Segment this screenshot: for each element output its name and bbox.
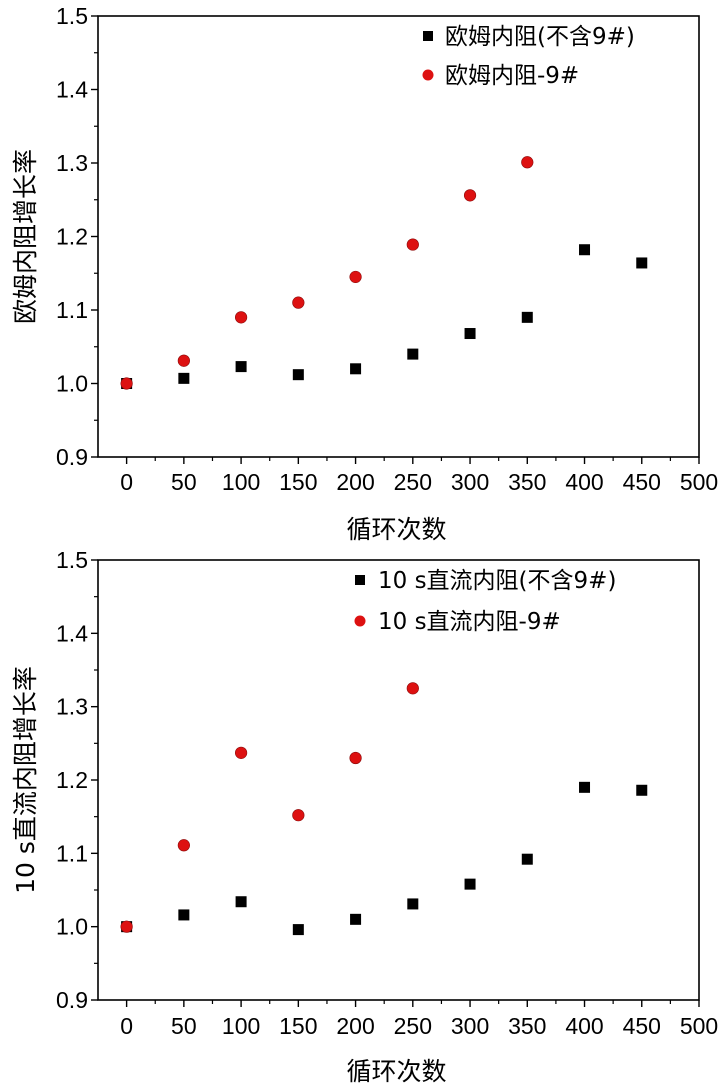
data-point-square xyxy=(636,784,648,796)
data-point-square xyxy=(407,898,419,910)
x-tick-label: 400 xyxy=(565,1013,603,1039)
data-point-circle xyxy=(521,156,534,169)
x-tick-label: 100 xyxy=(222,1013,260,1039)
x-tick-label: 450 xyxy=(623,469,661,495)
data-point-circle xyxy=(406,238,419,251)
data-point-circle xyxy=(292,809,305,822)
legend: 欧姆内阻(不含9#) 欧姆内阻-9# xyxy=(422,24,635,89)
x-tick-label: 250 xyxy=(394,469,432,495)
y-tick-label: 0.9 xyxy=(56,987,88,1013)
data-point-square xyxy=(579,244,591,256)
legend-label: 10 s直流内阻(不含9#) xyxy=(378,568,616,594)
x-tick-label: 50 xyxy=(171,1013,197,1039)
x-tick-label: 50 xyxy=(171,469,197,495)
y-tick-label: 1.0 xyxy=(56,914,88,940)
data-point-square xyxy=(636,257,648,269)
data-point-square xyxy=(464,878,476,890)
data-point-square xyxy=(178,909,190,921)
data-point-circle xyxy=(177,839,190,852)
data-point-square xyxy=(407,348,419,360)
chart-panel-2: 0 50 100 150 200 250 300 350 400 450 500 0.9 1.0 1.1 1… xyxy=(11,547,718,1086)
x-tick-label: 250 xyxy=(394,1013,432,1039)
x-tick-label: 300 xyxy=(451,1013,489,1039)
x-tick-label: 0 xyxy=(120,1013,133,1039)
data-point-circle xyxy=(292,296,305,309)
series-2 xyxy=(120,156,534,390)
y-tick-label: 1.5 xyxy=(56,547,88,573)
y-tick-label: 1.3 xyxy=(56,150,88,176)
y-axis-title: 欧姆内阻增长率 xyxy=(11,149,40,324)
series-1 xyxy=(121,781,648,936)
x-tick-label: 500 xyxy=(680,1013,718,1039)
data-point-square xyxy=(464,328,476,340)
series-1 xyxy=(121,244,648,389)
x-tick-label: 450 xyxy=(623,1013,661,1039)
chart-panel-1: 0 50 100 150 200 250 300 350 400 450 500 0.9 1.0 1.1 1… xyxy=(11,3,718,544)
legend: 10 s直流内阻(不含9#) 10 s直流内阻-9# xyxy=(354,568,616,635)
x-tick-label: 500 xyxy=(680,469,718,495)
x-tick-label: 350 xyxy=(508,469,546,495)
x-tick-label: 300 xyxy=(451,469,489,495)
data-point-square xyxy=(178,372,190,384)
x-tick-label: 100 xyxy=(222,469,260,495)
legend-marker-circle xyxy=(422,69,434,81)
y-tick-label: 1.4 xyxy=(56,620,88,646)
y-axis-title: 10 s直流内阻增长率 xyxy=(11,666,40,894)
legend-label: 10 s直流内阻-9# xyxy=(378,609,561,635)
data-point-circle xyxy=(463,189,477,202)
y-tick-label: 1.1 xyxy=(56,840,88,866)
x-tick-label: 200 xyxy=(336,469,374,495)
data-point-circle xyxy=(349,270,362,284)
data-point-circle xyxy=(406,682,419,695)
data-point-circle xyxy=(234,311,248,324)
data-point-circle xyxy=(120,377,133,390)
data-point-circle xyxy=(234,746,248,759)
legend-marker-circle xyxy=(354,615,366,627)
y-tick-label: 1.3 xyxy=(56,694,88,720)
x-tick-label: 400 xyxy=(565,469,603,495)
data-point-square xyxy=(579,781,591,793)
x-tick-label: 200 xyxy=(336,1013,374,1039)
data-point-square xyxy=(235,896,247,908)
x-tick-label: 0 xyxy=(120,469,133,495)
y-tick-label: 1.5 xyxy=(56,3,88,29)
y-tick-label: 1.4 xyxy=(56,77,88,103)
legend-marker-square xyxy=(423,31,433,41)
data-point-circle xyxy=(120,920,133,933)
data-point-square xyxy=(292,369,304,381)
y-tick-label: 1.2 xyxy=(56,767,88,793)
x-tick-label: 150 xyxy=(279,1013,317,1039)
legend-label: 欧姆内阻(不含9#) xyxy=(445,24,635,50)
legend-marker-square xyxy=(355,575,365,585)
data-point-square xyxy=(521,311,533,323)
series-2 xyxy=(120,682,419,933)
data-point-square xyxy=(521,853,533,865)
legend-label: 欧姆内阻-9# xyxy=(445,63,579,89)
data-point-circle xyxy=(349,751,362,765)
x-tick-label: 150 xyxy=(279,469,317,495)
data-point-square xyxy=(292,924,304,936)
y-tick-label: 0.9 xyxy=(56,444,88,470)
x-tick-label: 350 xyxy=(508,1013,546,1039)
data-point-square xyxy=(350,913,362,925)
data-point-circle xyxy=(177,354,190,367)
x-axis-title: 循环次数 xyxy=(346,515,446,544)
data-point-square xyxy=(350,363,362,375)
data-point-square xyxy=(235,361,247,373)
y-tick-label: 1.0 xyxy=(56,371,88,397)
y-tick-label: 1.2 xyxy=(56,224,88,250)
plot-frame xyxy=(97,15,700,458)
x-axis-title: 循环次数 xyxy=(346,1057,446,1086)
y-tick-label: 1.1 xyxy=(56,297,88,323)
